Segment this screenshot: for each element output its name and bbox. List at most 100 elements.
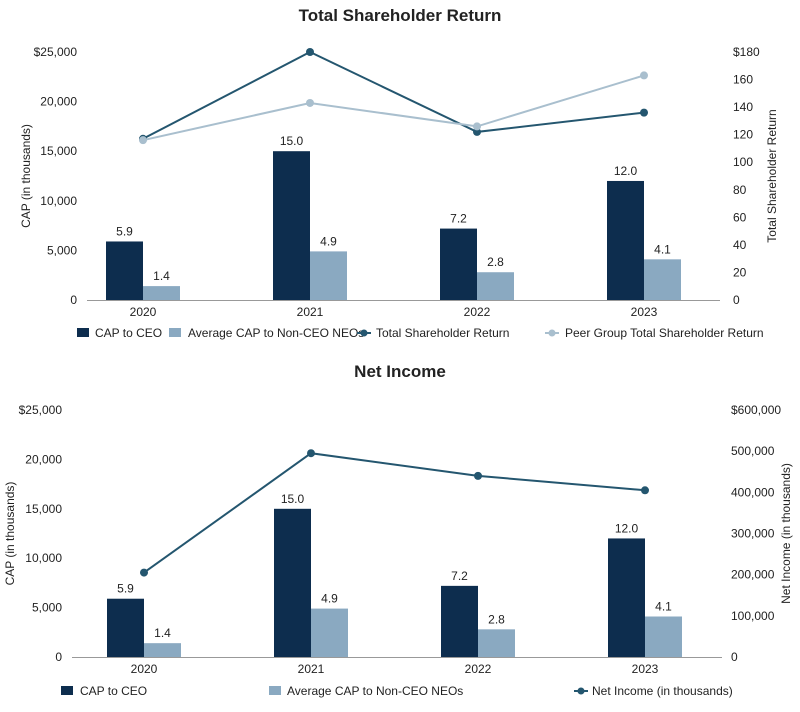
- neo-bar: [144, 643, 181, 657]
- x-category-label: 2021: [298, 662, 325, 676]
- neo-bar: [311, 608, 348, 657]
- series-line: [142, 74, 645, 142]
- y2-tick-label: 60: [733, 210, 747, 224]
- ceo-bar: [273, 151, 310, 300]
- ceo-bar: [608, 538, 645, 657]
- bar-data-label: 5.9: [117, 582, 134, 596]
- neo-bar: [477, 272, 514, 300]
- legend-swatch-bar: [169, 328, 181, 337]
- bar-data-label: 2.8: [488, 612, 505, 626]
- series-point: [139, 136, 147, 145]
- y2-tick-label: 140: [733, 100, 753, 114]
- y-tick-label: $25,000: [34, 45, 78, 59]
- y2-tick-label: $180: [733, 45, 760, 59]
- legend-label: CAP to CEO: [95, 326, 162, 340]
- y2-tick-label: 160: [733, 73, 753, 87]
- bar-data-label: 12.0: [615, 521, 639, 535]
- y-tick-label: 0: [70, 293, 77, 307]
- y-tick-label: 20,000: [25, 452, 62, 466]
- bar-data-label: 4.1: [654, 242, 671, 256]
- y-tick-label: 15,000: [25, 502, 62, 516]
- y2-tick-label: 200,000: [731, 568, 775, 582]
- y-tick-label: 5,000: [32, 601, 62, 615]
- neo-bar: [645, 616, 682, 657]
- series-point: [140, 568, 148, 577]
- chart-title: Net Income: [354, 362, 446, 381]
- legend-swatch-bar: [77, 328, 89, 337]
- bar-data-label: 1.4: [153, 269, 170, 283]
- series-point: [307, 449, 315, 458]
- series-line: [142, 50, 645, 140]
- bar-data-label: 5.9: [116, 224, 133, 238]
- y2-tick-label: 120: [733, 128, 753, 142]
- ceo-bar: [441, 585, 478, 657]
- bar-data-label: 4.9: [320, 234, 337, 248]
- ceo-bar: [106, 241, 143, 300]
- net-income-chart: Net Income 0 5,000 10,000 15,000 20,000 $25,00…: [3, 362, 793, 698]
- series-point: [640, 71, 648, 80]
- neo-bar: [478, 629, 515, 657]
- x-category-label: 2020: [130, 305, 157, 319]
- y-tick-label: 20,000: [40, 95, 77, 109]
- x-category-label: 2023: [631, 305, 658, 319]
- y2-tick-label: 400,000: [731, 485, 775, 499]
- legend-swatch-bar: [61, 686, 73, 695]
- bar-data-label: 1.4: [154, 626, 171, 640]
- legend-swatch-bar: [269, 686, 281, 695]
- series-point: [640, 108, 648, 117]
- y2-tick-label: 0: [733, 293, 740, 307]
- neo-bar: [143, 286, 180, 300]
- legend-swatch-point: [360, 329, 368, 337]
- neo-bar: [644, 259, 681, 300]
- x-category-label: 2020: [131, 662, 158, 676]
- ceo-bar: [607, 180, 644, 300]
- y-tick-label: $25,000: [19, 403, 63, 417]
- series-point: [474, 471, 482, 480]
- x-category-label: 2021: [297, 305, 324, 319]
- y2-tick-label: 40: [733, 238, 747, 252]
- series-point: [306, 48, 314, 56]
- y-axis-label: CAP (in thousands): [3, 482, 17, 586]
- neo-bar: [310, 251, 347, 300]
- legend-label: Total Shareholder Return: [376, 326, 509, 340]
- x-category-label: 2022: [464, 305, 491, 319]
- series-line: [143, 452, 646, 574]
- bar-data-label: 4.1: [655, 599, 672, 613]
- legend-label: Average CAP to Non-CEO NEOs: [287, 684, 463, 698]
- series-point: [473, 122, 481, 131]
- legend-swatch-point: [548, 329, 556, 337]
- y2-axis-label: Net Income (in thousands): [779, 463, 793, 604]
- ceo-bar: [440, 228, 477, 300]
- legend-label: Average CAP to Non-CEO NEOs: [188, 326, 364, 340]
- bar-data-label: 4.9: [321, 592, 338, 606]
- total-shareholder-return-chart: Total Shareholder Return 0 5,000 10,000 15,0…: [19, 6, 779, 340]
- x-category-label: 2022: [465, 662, 492, 676]
- y2-axis-label: Total Shareholder Return: [765, 109, 779, 242]
- legend-label: CAP to CEO: [80, 684, 147, 698]
- bar-data-label: 7.2: [451, 569, 468, 583]
- bar-data-label: 2.8: [487, 255, 504, 269]
- y-tick-label: 15,000: [40, 144, 77, 158]
- ceo-bar: [107, 598, 144, 657]
- legend-label: Net Income (in thousands): [592, 684, 733, 698]
- series-point: [473, 127, 481, 136]
- y-tick-label: 0: [55, 650, 62, 664]
- bar-data-label: 15.0: [281, 492, 305, 506]
- chart-title: Total Shareholder Return: [299, 6, 502, 25]
- y2-tick-label: 80: [733, 183, 747, 197]
- ceo-bar: [274, 508, 311, 657]
- y2-tick-label: 100: [733, 155, 753, 169]
- y-tick-label: 10,000: [25, 551, 62, 565]
- y-axis-label: CAP (in thousands): [19, 124, 33, 228]
- legend-label: Peer Group Total Shareholder Return: [565, 326, 764, 340]
- bar-data-label: 7.2: [450, 212, 467, 226]
- series-point: [306, 98, 314, 107]
- y-tick-label: 10,000: [40, 194, 77, 208]
- y2-tick-label: 500,000: [731, 444, 775, 458]
- y2-tick-label: 100,000: [731, 609, 775, 623]
- y2-tick-label: 300,000: [731, 527, 775, 541]
- y2-tick-label: 20: [733, 265, 747, 279]
- series-point: [641, 486, 649, 495]
- y2-tick-label: 0: [731, 650, 738, 664]
